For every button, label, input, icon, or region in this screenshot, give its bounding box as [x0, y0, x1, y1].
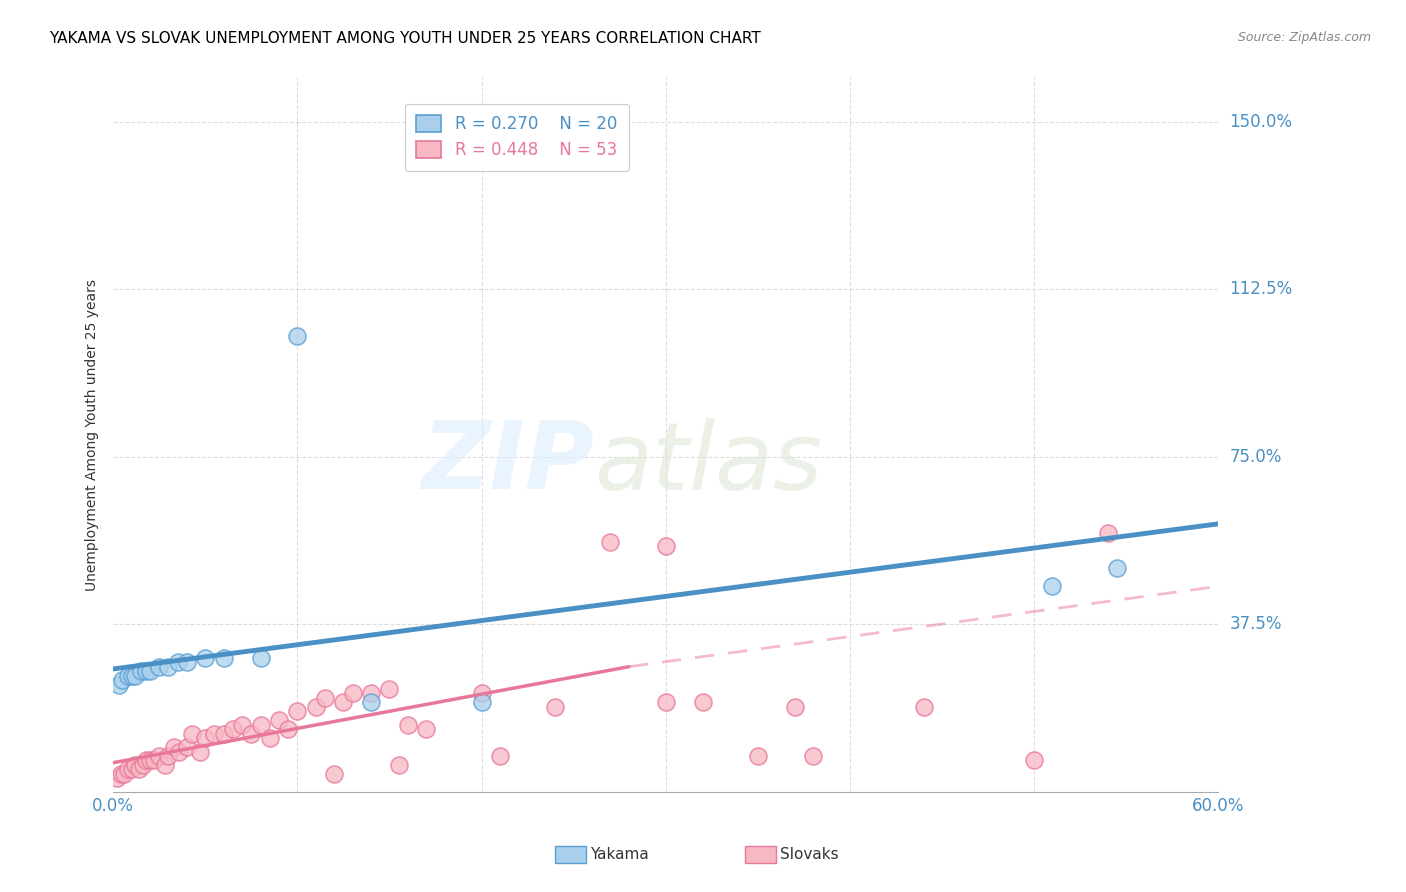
- Point: [360, 695, 382, 709]
- Point: [121, 763, 143, 777]
- Point: [285, 329, 308, 343]
- Point: [117, 668, 139, 682]
- Point: [135, 664, 157, 678]
- Point: [188, 745, 211, 759]
- Text: atlas: atlas: [593, 417, 823, 508]
- Point: [135, 754, 157, 768]
- Point: [153, 758, 176, 772]
- Point: [1022, 754, 1045, 768]
- Point: [305, 699, 328, 714]
- Point: [415, 722, 437, 736]
- Point: [111, 673, 134, 687]
- Point: [259, 731, 281, 745]
- Point: [692, 695, 714, 709]
- Point: [249, 650, 271, 665]
- Point: [212, 650, 235, 665]
- Point: [747, 749, 769, 764]
- Point: [1042, 579, 1064, 593]
- Point: [142, 754, 165, 768]
- Point: [249, 717, 271, 731]
- Legend: R = 0.270    N = 20, R = 0.448    N = 53: R = 0.270 N = 20, R = 0.448 N = 53: [405, 103, 628, 170]
- Point: [148, 749, 170, 764]
- Point: [332, 695, 354, 709]
- Text: 112.5%: 112.5%: [1229, 280, 1292, 299]
- Point: [231, 717, 253, 731]
- Point: [801, 749, 824, 764]
- Point: [194, 731, 217, 745]
- Point: [124, 668, 146, 682]
- Point: [378, 681, 401, 696]
- Point: [912, 699, 935, 714]
- Text: ZIP: ZIP: [420, 417, 593, 509]
- Point: [157, 659, 180, 673]
- Point: [157, 749, 180, 764]
- Point: [388, 758, 411, 772]
- Point: [470, 695, 492, 709]
- Point: [544, 699, 567, 714]
- Point: [783, 699, 806, 714]
- Point: [139, 664, 162, 678]
- Point: [599, 534, 621, 549]
- Point: [176, 655, 198, 669]
- Point: [267, 713, 290, 727]
- Point: [112, 767, 135, 781]
- Point: [166, 655, 188, 669]
- Point: [396, 717, 419, 731]
- Point: [212, 726, 235, 740]
- Point: [139, 754, 162, 768]
- Text: 37.5%: 37.5%: [1229, 615, 1282, 633]
- Point: [163, 740, 186, 755]
- Text: Source: ZipAtlas.com: Source: ZipAtlas.com: [1237, 31, 1371, 45]
- Point: [314, 690, 336, 705]
- Point: [148, 659, 170, 673]
- Point: [285, 704, 308, 718]
- Text: Slovaks: Slovaks: [780, 847, 839, 862]
- Point: [129, 664, 152, 678]
- Point: [110, 767, 132, 781]
- Point: [342, 686, 364, 700]
- Point: [117, 763, 139, 777]
- Point: [1105, 561, 1128, 575]
- Point: [240, 726, 263, 740]
- Point: [222, 722, 245, 736]
- Point: [131, 758, 153, 772]
- Point: [181, 726, 204, 740]
- Point: [194, 650, 217, 665]
- Point: [128, 763, 150, 777]
- Point: [470, 686, 492, 700]
- Point: [121, 668, 143, 682]
- Point: [105, 772, 128, 786]
- Point: [277, 722, 299, 736]
- Text: YAKAMA VS SLOVAK UNEMPLOYMENT AMONG YOUTH UNDER 25 YEARS CORRELATION CHART: YAKAMA VS SLOVAK UNEMPLOYMENT AMONG YOUT…: [49, 31, 761, 46]
- Point: [176, 740, 198, 755]
- Point: [654, 539, 676, 553]
- Point: [489, 749, 512, 764]
- Point: [204, 726, 226, 740]
- Text: Yakama: Yakama: [591, 847, 650, 862]
- Point: [169, 745, 191, 759]
- Point: [360, 686, 382, 700]
- Point: [654, 695, 676, 709]
- Point: [124, 758, 146, 772]
- Text: 75.0%: 75.0%: [1229, 448, 1282, 466]
- Point: [1097, 525, 1119, 540]
- Point: [323, 767, 346, 781]
- Y-axis label: Unemployment Among Youth under 25 years: Unemployment Among Youth under 25 years: [86, 278, 100, 591]
- Point: [107, 677, 129, 691]
- Text: 150.0%: 150.0%: [1229, 113, 1292, 131]
